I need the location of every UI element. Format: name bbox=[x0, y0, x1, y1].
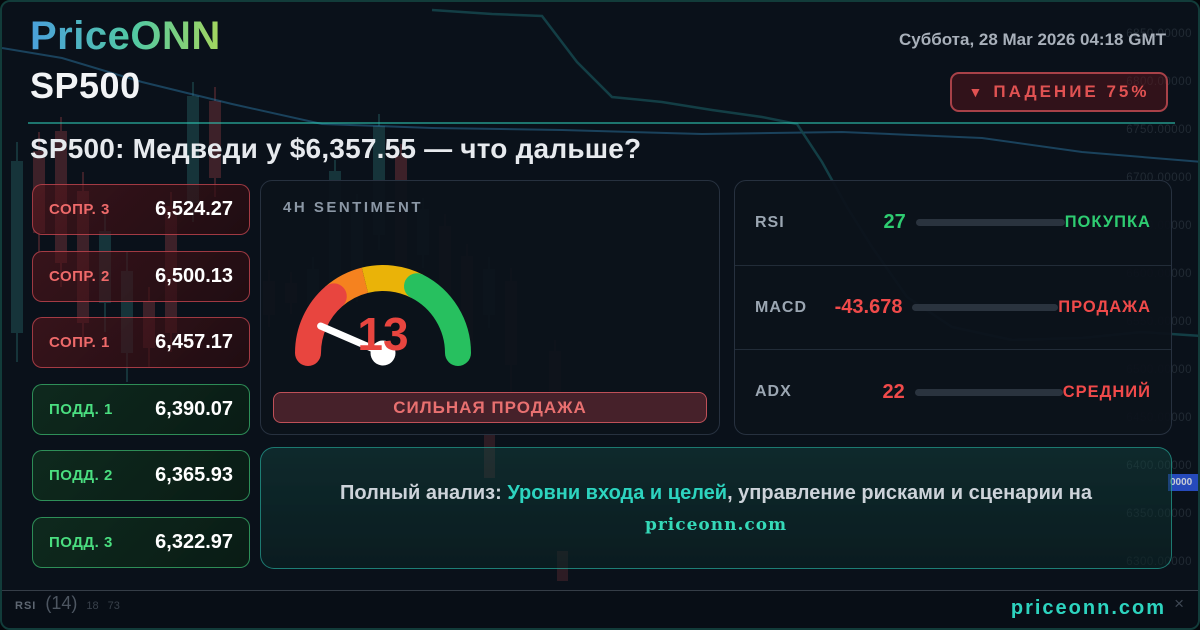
support-level-3: ПОДД. 3 6,322.97 bbox=[32, 516, 250, 568]
indicator-row-macd: MACD -43.678 ПРОДАЖА bbox=[735, 264, 1171, 350]
brand-logo: PriceONN bbox=[30, 14, 221, 58]
cta-suffix: , управление рисками и сценарии на bbox=[727, 481, 1092, 504]
indicator-row-rsi: RSI 27 ПОКУПКА bbox=[735, 181, 1171, 265]
sentiment-panel-title: 4H SENTIMENT bbox=[283, 199, 424, 216]
levels-list: СОПР. 3 6,524.27 СОПР. 2 6,500.13 СОПР. … bbox=[32, 184, 250, 568]
indicator-label: ADX bbox=[755, 383, 792, 401]
indicator-status: ПОКУПКА bbox=[1064, 213, 1151, 232]
symbol-heading: SP500 bbox=[30, 65, 141, 106]
gauge-value: 13 bbox=[357, 308, 409, 360]
indicator-value: 27 bbox=[883, 211, 906, 234]
rsi-indicator-name: RSI bbox=[15, 600, 37, 612]
level-label: ПОДД. 3 bbox=[49, 533, 113, 551]
support-level-2: ПОДД. 2 6,365.93 bbox=[32, 450, 250, 501]
indicator-row-adx: ADX 22 СРЕДНИЙ bbox=[735, 349, 1171, 434]
bottom-divider bbox=[2, 590, 1198, 591]
level-label: СОПР. 3 bbox=[49, 201, 110, 218]
indicator-progress-bar bbox=[915, 219, 1065, 227]
indicator-progress-bar bbox=[914, 388, 1063, 396]
level-label: СОПР. 2 bbox=[49, 267, 110, 285]
resistance-level-1: СОПР. 1 6,457.17 bbox=[32, 317, 250, 368]
indicator-progress-bar bbox=[912, 304, 1059, 311]
page-title: SP500: Медведи у $6,357.55 — что дальше? bbox=[30, 133, 642, 164]
bottom-strip bbox=[2, 591, 1198, 628]
site-link[interactable]: priceonn.com bbox=[1010, 597, 1166, 619]
indicator-label: MACD bbox=[755, 298, 807, 316]
cta-text: Полный анализ: Уровни входа и целей, упр… bbox=[340, 482, 1092, 505]
level-value: 6,500.13 bbox=[155, 264, 233, 287]
background-rsi-legend: RSI (14) 18 73 bbox=[15, 593, 120, 614]
sentiment-status-label: СИЛЬНАЯ ПРОДАЖА bbox=[393, 397, 587, 417]
gauge-hub bbox=[370, 340, 396, 366]
resistance-level-3: СОПР. 3 6,524.27 bbox=[32, 184, 250, 235]
level-label: ПОДД. 2 bbox=[49, 467, 113, 484]
level-value: 6,365.93 bbox=[155, 464, 233, 486]
down-triangle-icon: ▼ bbox=[968, 84, 983, 100]
support-level-1: ПОДД. 1 6,390.07 bbox=[32, 383, 250, 435]
cta-banner: Полный анализ: Уровни входа и целей, упр… bbox=[260, 447, 1172, 569]
indicator-value: 22 bbox=[882, 380, 905, 403]
cta-domain-link[interactable]: priceonn.com bbox=[644, 514, 788, 535]
current-price-tag: 0000 bbox=[1168, 474, 1198, 491]
rsi-period: (14) bbox=[45, 593, 78, 613]
indicator-value: -43.678 bbox=[834, 296, 903, 318]
level-label: СОПР. 1 bbox=[49, 334, 110, 351]
indicators-panel: RSI 27 ПОКУПКА MACD -43.678 ПРОДАЖА ADX … bbox=[734, 180, 1172, 435]
rsi-lower-band: 18 bbox=[86, 600, 99, 612]
indicator-label: RSI bbox=[755, 213, 785, 231]
indicator-status: ПРОДАЖА bbox=[1058, 298, 1151, 316]
level-value: 6,322.97 bbox=[155, 530, 233, 553]
datetime-label: Суббота, 28 Mar 2026 04:18 GMT bbox=[898, 30, 1166, 49]
sentiment-gauge bbox=[295, 265, 471, 366]
header-divider bbox=[28, 122, 1175, 124]
level-label: ПОДД. 1 bbox=[49, 400, 113, 418]
indicator-status: СРЕДНИЙ bbox=[1062, 382, 1152, 401]
resistance-level-2: СОПР. 2 6,500.13 bbox=[32, 250, 250, 302]
close-icon: × bbox=[1174, 594, 1184, 613]
trend-badge: ▼ ПАДЕНИЕ 75% bbox=[950, 72, 1168, 112]
cta-prefix: Полный анализ: bbox=[340, 481, 508, 504]
cta-highlight: Уровни входа и целей bbox=[507, 481, 728, 504]
rsi-upper-band: 73 bbox=[107, 600, 120, 612]
sentiment-gauge-panel: 4H SENTIMENT 13 СИЛЬНАЯ ПРОДАЖА bbox=[260, 180, 720, 435]
sentiment-status-badge: СИЛЬНАЯ ПРОДАЖА bbox=[273, 392, 707, 423]
level-value: 6,457.17 bbox=[155, 331, 233, 353]
level-value: 6,390.07 bbox=[155, 397, 233, 420]
trend-badge-label: ПАДЕНИЕ 75% bbox=[993, 82, 1150, 101]
level-value: 6,524.27 bbox=[155, 198, 233, 220]
